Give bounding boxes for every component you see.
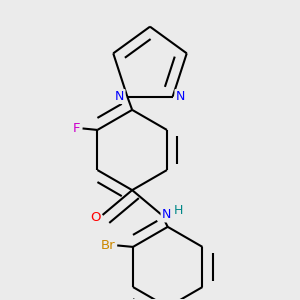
Text: F: F [73,122,80,135]
Text: N: N [115,90,124,103]
Text: N: N [176,90,185,103]
Text: H: H [173,204,183,217]
Text: Br: Br [101,239,116,252]
Text: O: O [90,212,101,224]
Text: N: N [161,208,171,221]
